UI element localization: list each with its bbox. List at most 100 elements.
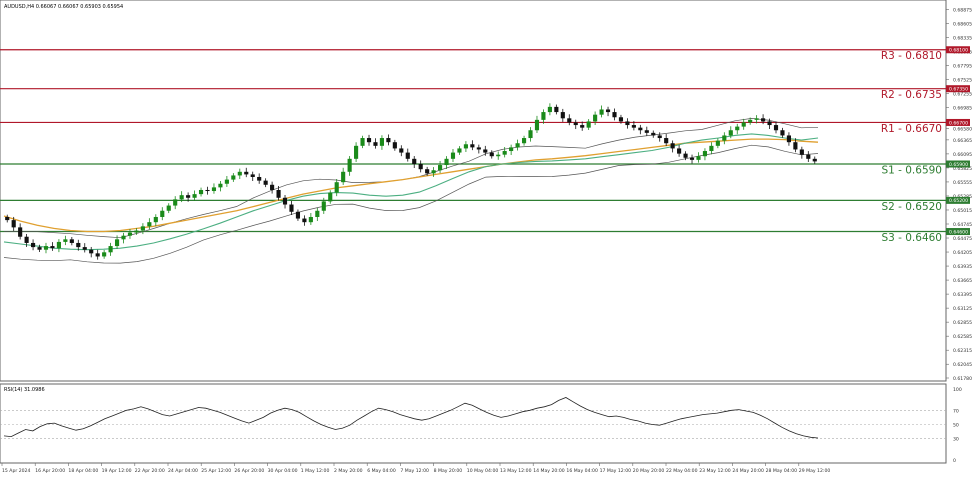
time-tick-label: 28 May 04:00 (766, 468, 798, 474)
candle-body (237, 171, 242, 176)
price-tick-label: 0.62315 (953, 348, 972, 354)
symbol-header: AUDUSD,H4 0.66067 0.66067 0.65903 0.6595… (4, 4, 123, 10)
time-tick-label: 6 May 04:00 (367, 468, 396, 474)
candle-body (735, 126, 740, 131)
level-price-tag (946, 160, 970, 168)
level-price-tag-text: 0.65200 (949, 198, 968, 204)
support-resistance-levels: R3 - 0.6810 0.68100 R2 - 0.6735 0.67350 R1 -… (0, 46, 970, 244)
candle-body (644, 130, 649, 133)
candle-body (399, 148, 404, 153)
candle-body (211, 187, 217, 192)
candle-body (670, 143, 675, 149)
time-tick-label: 22 May 04:00 (666, 468, 698, 474)
candle-body (31, 242, 36, 248)
candle-body (664, 138, 669, 144)
candle-body (282, 197, 288, 205)
candle-body (257, 176, 262, 181)
level-label-support: S1 - 0.6590 (881, 165, 942, 177)
candle-body (315, 210, 320, 217)
price-tick-label: 0.65015 (953, 208, 972, 214)
price-tick-label: 0.63935 (953, 264, 972, 270)
candle-body (127, 232, 133, 236)
candle-body (605, 109, 611, 113)
candle-body (134, 230, 139, 233)
price-tick-label: 0.67795 (953, 64, 972, 70)
time-tick-label: 2 May 20:00 (334, 468, 363, 474)
time-x-axis: 15 Apr 2024 16 Apr 20:00 18 Apr 04:00 19 Ap… (1, 463, 831, 474)
price-tick-label: 0.67255 (953, 92, 972, 98)
candle-body (521, 138, 527, 144)
candle-body (741, 122, 746, 127)
level-price-tag (946, 118, 970, 126)
price-tick-label: 0.64745 (953, 222, 972, 228)
candle-body (114, 239, 120, 247)
level-price-tag (946, 196, 970, 204)
candle-body (50, 246, 55, 249)
price-tick-label: 0.62585 (953, 334, 972, 340)
time-tick-label: 15 Apr 2024 (2, 468, 30, 474)
candle-body (541, 112, 546, 120)
candle-body (37, 247, 42, 250)
candle-body (289, 204, 294, 212)
price-tick-label: 0.64205 (953, 250, 972, 256)
price-tick-label: 0.61780 (953, 376, 972, 382)
price-tick-label: 0.66365 (953, 138, 972, 144)
candle-body (102, 252, 107, 257)
candle-body (153, 216, 158, 223)
candle-body (24, 236, 29, 243)
price-tick-label: 0.68335 (953, 36, 972, 42)
candle-body (379, 138, 384, 146)
rsi-tick-label: 70 (953, 408, 959, 414)
candle-body (302, 218, 307, 223)
candle-body (360, 138, 365, 146)
candle-body (108, 246, 113, 253)
candle-body (812, 158, 817, 162)
candle-body (470, 144, 475, 148)
candle-body (373, 142, 378, 146)
level-label-resistance: R1 - 0.6670 (881, 123, 942, 135)
candle-body (722, 135, 727, 141)
price-tick-label: 0.65825 (953, 166, 972, 172)
candle-body (295, 211, 301, 219)
candle-body (82, 247, 87, 250)
candle-body (631, 125, 636, 128)
price-tick-label: 0.67525 (953, 78, 972, 84)
time-tick-label: 29 May 12:00 (799, 468, 831, 474)
price-tick-label: 0.62045 (953, 362, 972, 368)
candle-body (308, 216, 313, 223)
candle-body (63, 239, 68, 242)
price-tick-label: 0.68875 (953, 7, 972, 13)
candle-body (489, 152, 494, 157)
rsi-pane-frame (0, 383, 947, 464)
candle-body (748, 119, 753, 123)
time-tick-label: 13 May 12:00 (500, 468, 532, 474)
candle-body (444, 158, 449, 166)
candle-body (754, 118, 759, 120)
candle-body (160, 210, 165, 217)
level-label-resistance: R2 - 0.6735 (881, 89, 942, 101)
candle-body (386, 138, 391, 143)
candle-body (515, 143, 520, 148)
time-tick-label: 24 May 20:00 (732, 468, 764, 474)
candle-body (593, 114, 598, 122)
candle-body (140, 226, 145, 231)
price-tick-label: 0.66580 (953, 127, 972, 133)
time-tick-label: 8 May 20:00 (434, 468, 463, 474)
candle-body (702, 151, 708, 157)
moving-averages (3, 133, 819, 251)
rsi-header: RSI(14) 31.0986 (4, 387, 45, 393)
time-tick-label: 18 Apr 04:00 (68, 468, 98, 474)
rsi-line (3, 397, 819, 439)
candle-body (18, 227, 23, 237)
level-price-tag-text: 0.66700 (949, 120, 968, 126)
candle-body (657, 135, 662, 139)
price-tick-label: 0.63665 (953, 278, 972, 284)
level-label-support: S2 - 0.6520 (881, 201, 942, 213)
candlesticks (5, 103, 817, 260)
candle-body (715, 140, 720, 146)
candle-body (418, 164, 423, 170)
time-tick-label: 30 Apr 04:00 (268, 468, 298, 474)
